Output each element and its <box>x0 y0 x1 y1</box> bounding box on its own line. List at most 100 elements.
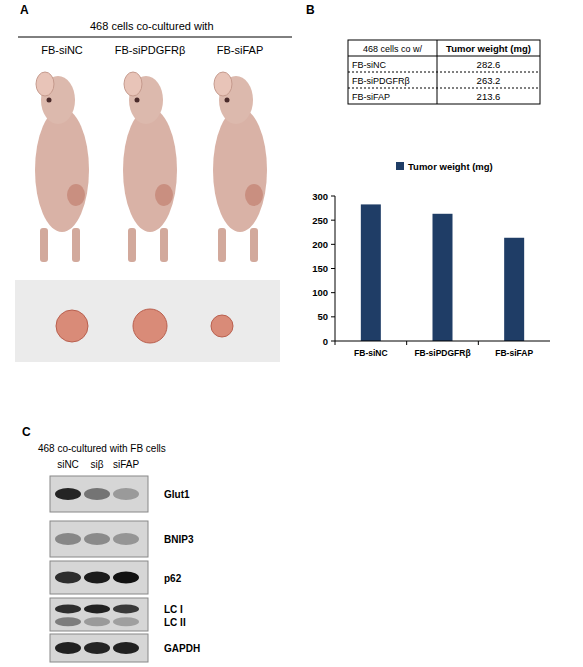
tick <box>331 316 335 317</box>
bar <box>433 214 453 341</box>
bar <box>504 238 524 341</box>
mouse-leg <box>160 228 168 262</box>
group-label: FB-siFAP <box>217 44 263 56</box>
blot-band <box>84 617 110 626</box>
table-header: Tumor weight (mg) <box>446 43 531 54</box>
lane-label: siFAP <box>113 459 139 470</box>
tick <box>331 292 335 293</box>
blot-band <box>55 572 81 584</box>
mouse-leg <box>218 228 226 262</box>
lane-label: siNC <box>57 459 79 470</box>
mouse-photo <box>106 62 194 264</box>
table-header: 468 cells co w/ <box>363 44 423 54</box>
blot-panel <box>50 598 148 631</box>
blot-band <box>84 533 110 545</box>
tick-label: 300 <box>312 191 328 202</box>
mouse-ear <box>214 72 232 96</box>
blot-band <box>55 488 81 500</box>
mouse-ear <box>124 72 142 96</box>
panel-label: B <box>306 3 315 17</box>
mouse-eye <box>225 98 230 103</box>
blot-band <box>55 642 81 654</box>
tick-label: 100 <box>312 287 328 298</box>
tick-label: 250 <box>312 215 328 226</box>
blot-band <box>84 642 110 654</box>
panel-header: 468 co-cultured with FB cells <box>38 443 166 454</box>
tick <box>331 220 335 221</box>
blot-band <box>55 617 81 626</box>
blot-label: BNIP3 <box>164 534 194 545</box>
legend-swatch <box>396 162 404 170</box>
blot-label: LC I <box>164 604 183 615</box>
table-frame <box>348 40 540 104</box>
blot-band <box>113 533 139 545</box>
mouse-tumor <box>155 184 173 206</box>
table-cell: FB-siNC <box>352 60 386 70</box>
blot-label: LC II <box>164 617 186 628</box>
mouse-leg <box>250 228 258 262</box>
category-label: FB-siFAP <box>495 348 533 358</box>
blot-label: GAPDH <box>164 643 200 654</box>
blot-band <box>84 604 110 613</box>
table-cell: 263.2 <box>477 75 501 86</box>
bars <box>361 204 524 341</box>
mouse-body <box>35 108 89 232</box>
mouse-eye <box>135 98 140 103</box>
mouse-tumor <box>245 184 263 206</box>
tick-label: 0 <box>323 336 328 347</box>
table-cell: FB-siFAP <box>352 92 390 102</box>
mouse-leg <box>72 228 80 262</box>
category-label: FB-siNC <box>354 348 388 358</box>
group-label: FB-siPDGFRβ <box>115 44 186 56</box>
table-rule <box>348 88 540 89</box>
mouse-eye <box>47 98 52 103</box>
blot-band <box>113 604 139 613</box>
table-rule <box>348 72 540 73</box>
bar <box>361 204 381 341</box>
blot-label: p62 <box>164 573 182 584</box>
x-axis <box>335 341 550 342</box>
blot-band <box>113 642 139 654</box>
tick <box>331 244 335 245</box>
blot-band <box>84 572 110 584</box>
tick <box>331 341 335 342</box>
table-rule <box>348 56 540 57</box>
blot-band <box>84 488 110 500</box>
panel-label: A <box>20 3 29 17</box>
blot-band <box>55 533 81 545</box>
blot-label: Glut1 <box>164 489 190 500</box>
header-rule <box>18 37 292 38</box>
blot-panel <box>50 521 148 557</box>
tick <box>335 341 336 345</box>
lane-label: siβ <box>91 459 104 470</box>
mouse-body <box>213 108 267 232</box>
excised-tumor <box>211 315 233 337</box>
tick-label: 150 <box>312 263 328 274</box>
mouse-photo <box>196 62 284 264</box>
table-cell: 213.6 <box>477 91 501 102</box>
tick-label: 200 <box>312 239 328 250</box>
table-cell: FB-siPDGFRβ <box>352 76 410 86</box>
mouse-body <box>123 108 177 232</box>
group-label: FB-siNC <box>41 44 83 56</box>
mouse-photo <box>18 62 106 264</box>
tick <box>478 341 479 345</box>
excised-tumor <box>56 310 88 342</box>
blot-band <box>113 617 139 626</box>
photo-bg <box>18 62 106 264</box>
tick-label: 50 <box>317 311 328 322</box>
mouse-tumor <box>67 184 85 206</box>
blot-band <box>113 572 139 584</box>
photo-bg <box>196 62 284 264</box>
panel-label: C <box>22 425 31 439</box>
mouse-leg <box>40 228 48 262</box>
mouse-ear <box>36 72 54 96</box>
category-label: FB-siPDGFRβ <box>414 348 470 358</box>
blot-band <box>55 604 81 613</box>
tick <box>331 196 335 197</box>
tumor-photo <box>15 280 280 362</box>
excised-tumor <box>133 309 167 343</box>
photo-bg <box>106 62 194 264</box>
tick <box>406 341 407 345</box>
blot-panel <box>50 561 148 594</box>
